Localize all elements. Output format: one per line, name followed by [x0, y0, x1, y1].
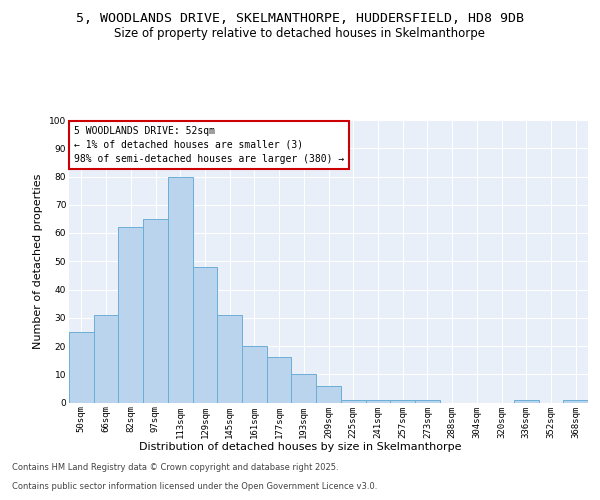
Bar: [69, 332, 94, 402]
Bar: [341, 400, 365, 402]
Bar: [143, 219, 168, 402]
Bar: [118, 228, 143, 402]
Text: 5 WOODLANDS DRIVE: 52sqm
← 1% of detached houses are smaller (3)
98% of semi-det: 5 WOODLANDS DRIVE: 52sqm ← 1% of detache…: [74, 126, 344, 164]
Y-axis label: Number of detached properties: Number of detached properties: [34, 174, 43, 349]
Text: Contains public sector information licensed under the Open Government Licence v3: Contains public sector information licen…: [12, 482, 377, 491]
Text: Contains HM Land Registry data © Crown copyright and database right 2025.: Contains HM Land Registry data © Crown c…: [12, 464, 338, 472]
Bar: [563, 400, 588, 402]
Text: 5, WOODLANDS DRIVE, SKELMANTHORPE, HUDDERSFIELD, HD8 9DB: 5, WOODLANDS DRIVE, SKELMANTHORPE, HUDDE…: [76, 12, 524, 26]
Bar: [514, 400, 539, 402]
Bar: [217, 315, 242, 402]
Bar: [365, 400, 390, 402]
Bar: [94, 315, 118, 402]
Bar: [390, 400, 415, 402]
Text: Size of property relative to detached houses in Skelmanthorpe: Size of property relative to detached ho…: [115, 28, 485, 40]
Bar: [267, 358, 292, 403]
Text: Distribution of detached houses by size in Skelmanthorpe: Distribution of detached houses by size …: [139, 442, 461, 452]
Bar: [168, 176, 193, 402]
Bar: [242, 346, 267, 403]
Bar: [316, 386, 341, 402]
Bar: [292, 374, 316, 402]
Bar: [415, 400, 440, 402]
Bar: [193, 267, 217, 402]
